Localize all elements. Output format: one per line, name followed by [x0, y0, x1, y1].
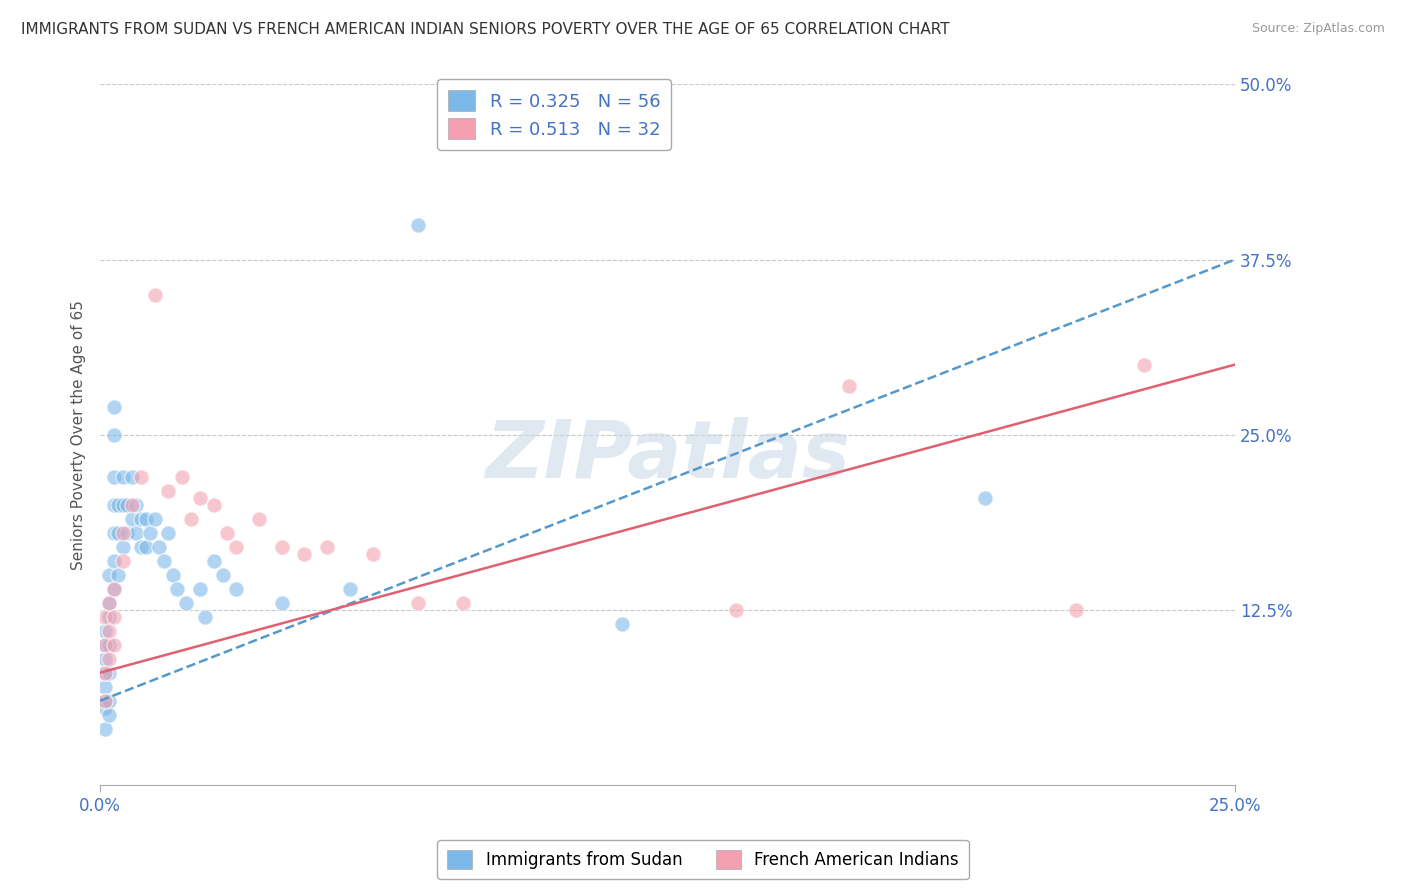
Point: [107, 525, 129, 540]
Point: [193, 609, 215, 624]
Point: [103, 427, 125, 442]
Point: [724, 602, 747, 616]
Point: [98, 638, 121, 652]
Point: [1133, 358, 1156, 372]
Point: [157, 483, 180, 498]
Point: [139, 525, 162, 540]
Point: [111, 540, 134, 554]
Text: IMMIGRANTS FROM SUDAN VS FRENCH AMERICAN INDIAN SENIORS POVERTY OVER THE AGE OF : IMMIGRANTS FROM SUDAN VS FRENCH AMERICAN…: [21, 22, 949, 37]
Point: [225, 582, 247, 596]
Point: [188, 491, 211, 505]
Point: [103, 638, 125, 652]
Point: [211, 567, 233, 582]
Point: [121, 498, 143, 512]
Point: [98, 596, 121, 610]
Point: [98, 624, 121, 638]
Point: [316, 540, 339, 554]
Text: ZIPatlas: ZIPatlas: [485, 417, 851, 494]
Point: [103, 525, 125, 540]
Point: [103, 400, 125, 414]
Point: [1064, 602, 1087, 616]
Point: [129, 540, 152, 554]
Point: [166, 582, 188, 596]
Point: [103, 582, 125, 596]
Point: [103, 469, 125, 483]
Point: [93, 638, 115, 652]
Point: [202, 554, 225, 568]
Point: [143, 511, 166, 525]
Point: [135, 511, 157, 525]
Point: [98, 707, 121, 722]
Point: [270, 596, 292, 610]
Point: [98, 694, 121, 708]
Point: [406, 596, 429, 610]
Legend: Immigrants from Sudan, French American Indians: Immigrants from Sudan, French American I…: [437, 840, 969, 880]
Point: [838, 378, 860, 392]
Point: [111, 525, 134, 540]
Point: [103, 582, 125, 596]
Point: [93, 700, 115, 714]
Point: [93, 651, 115, 665]
Point: [180, 511, 202, 525]
Point: [93, 694, 115, 708]
Point: [176, 596, 198, 610]
Point: [93, 665, 115, 680]
Point: [103, 498, 125, 512]
Point: [406, 218, 429, 232]
Point: [107, 498, 129, 512]
Point: [170, 469, 193, 483]
Point: [93, 624, 115, 638]
Point: [135, 540, 157, 554]
Point: [98, 609, 121, 624]
Point: [270, 540, 292, 554]
Point: [152, 554, 174, 568]
Point: [129, 511, 152, 525]
Point: [93, 680, 115, 694]
Point: [361, 547, 384, 561]
Point: [117, 498, 139, 512]
Point: [103, 609, 125, 624]
Point: [98, 596, 121, 610]
Point: [143, 287, 166, 301]
Point: [121, 469, 143, 483]
Text: Source: ZipAtlas.com: Source: ZipAtlas.com: [1251, 22, 1385, 36]
Point: [162, 567, 184, 582]
Point: [225, 540, 247, 554]
Point: [107, 567, 129, 582]
Point: [93, 722, 115, 736]
Point: [217, 525, 239, 540]
Point: [612, 616, 634, 631]
Point: [129, 469, 152, 483]
Point: [202, 498, 225, 512]
Point: [121, 511, 143, 525]
Point: [294, 547, 316, 561]
Point: [974, 491, 997, 505]
Point: [157, 525, 180, 540]
Point: [148, 540, 170, 554]
Point: [125, 525, 148, 540]
Point: [188, 582, 211, 596]
Point: [125, 498, 148, 512]
Y-axis label: Seniors Poverty Over the Age of 65: Seniors Poverty Over the Age of 65: [72, 300, 86, 569]
Point: [93, 609, 115, 624]
Point: [339, 582, 361, 596]
Point: [111, 498, 134, 512]
Point: [111, 554, 134, 568]
Point: [98, 567, 121, 582]
Point: [247, 511, 270, 525]
Point: [98, 651, 121, 665]
Point: [111, 469, 134, 483]
Point: [98, 665, 121, 680]
Point: [453, 596, 475, 610]
Point: [117, 525, 139, 540]
Legend: R = 0.325   N = 56, R = 0.513   N = 32: R = 0.325 N = 56, R = 0.513 N = 32: [437, 79, 671, 150]
Point: [93, 665, 115, 680]
Point: [93, 694, 115, 708]
Point: [93, 638, 115, 652]
Point: [103, 554, 125, 568]
